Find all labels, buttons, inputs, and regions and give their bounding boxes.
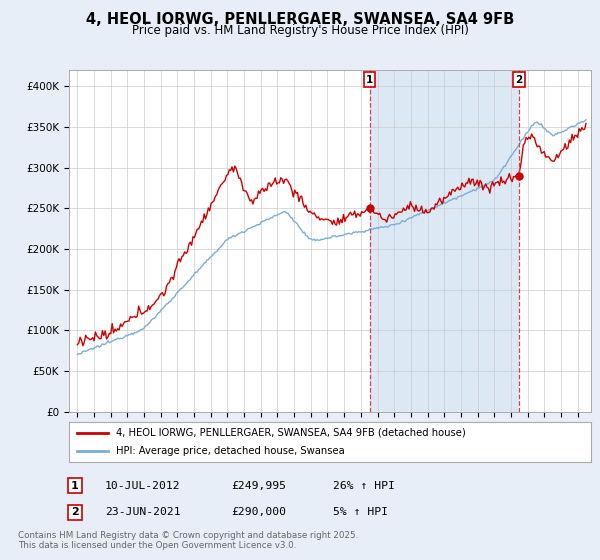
Bar (370, 70, 519, 412)
Text: 4, HEOL IORWG, PENLLERGAER, SWANSEA, SA4 9FB (detached house): 4, HEOL IORWG, PENLLERGAER, SWANSEA, SA4… (116, 428, 466, 437)
Text: £290,000: £290,000 (231, 507, 286, 517)
Text: 26% ↑ HPI: 26% ↑ HPI (333, 480, 395, 491)
Text: 4, HEOL IORWG, PENLLERGAER, SWANSEA, SA4 9FB: 4, HEOL IORWG, PENLLERGAER, SWANSEA, SA4… (86, 12, 514, 27)
Text: 1: 1 (366, 75, 373, 85)
Text: 10-JUL-2012: 10-JUL-2012 (105, 480, 181, 491)
Text: 23-JUN-2021: 23-JUN-2021 (105, 507, 181, 517)
Text: 1: 1 (71, 480, 79, 491)
Text: Contains HM Land Registry data © Crown copyright and database right 2025.
This d: Contains HM Land Registry data © Crown c… (18, 530, 358, 550)
Text: 2: 2 (71, 507, 79, 517)
Text: 5% ↑ HPI: 5% ↑ HPI (333, 507, 388, 517)
Text: HPI: Average price, detached house, Swansea: HPI: Average price, detached house, Swan… (116, 446, 345, 456)
Text: Price paid vs. HM Land Registry's House Price Index (HPI): Price paid vs. HM Land Registry's House … (131, 24, 469, 37)
Text: £249,995: £249,995 (231, 480, 286, 491)
Text: 2: 2 (515, 75, 523, 85)
